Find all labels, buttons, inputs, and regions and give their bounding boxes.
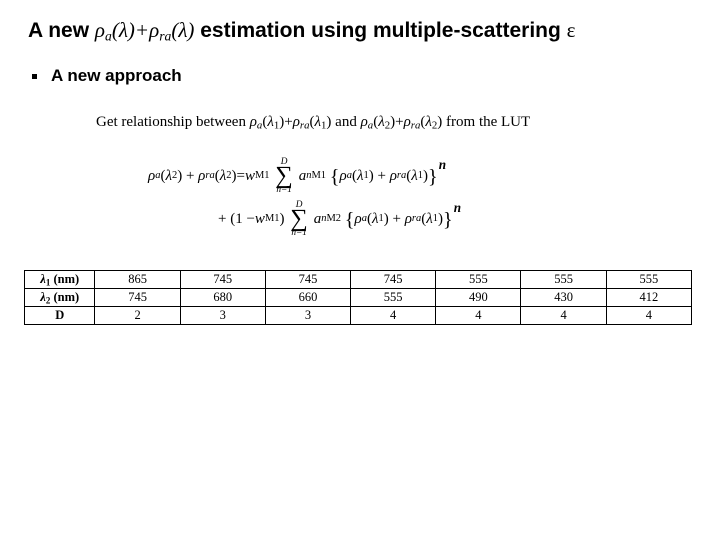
table-cell: 3 [265,307,350,325]
eq2-pre: + (1 − [218,209,255,230]
table-cell: 555 [606,270,691,288]
eq1-sub-ra: ra [205,169,214,184]
eq1-acoef: a [299,166,307,187]
desc-tail: from the LUT [442,114,530,130]
table-cell: 2 [95,307,180,325]
equation-block: ρa (λ2) + ρra (λ2) = wM1 D ∑ n=1 anM1 { … [148,158,692,238]
lambda-table: λ1 (nm) 865 745 745 745 555 555 555 λ2 (… [24,270,692,326]
table-cell: 4 [606,307,691,325]
eq1-pow-n: n [439,156,446,174]
page-root: A new ρa(λ)+ρra(λ) estimation using mult… [0,0,720,325]
title-rho-a: ρ [95,18,105,42]
table-cell: 4 [521,307,606,325]
eq2-lbrace: { [345,206,355,234]
table-cell: 745 [180,270,265,288]
eq1-eq: = [236,166,244,187]
th-nm2: (nm) [50,290,79,304]
eq1-plus1: + [186,166,194,187]
desc-rho4: ρ [404,114,411,130]
eq1-sigma-bot: n=1 [276,186,292,195]
eq2-in-rho-a: ρ [355,209,362,230]
description: Get relationship between ρa(λ1)+ρra(λ1) … [96,114,692,132]
table-row: λ2 (nm) 745 680 660 555 490 430 412 [25,289,692,307]
th-nm1: (nm) [50,272,79,286]
eq2-in-rho-ra: ρ [405,209,412,230]
table-cell: 745 [265,270,350,288]
eq1-rbrace: } [428,163,438,191]
table-cell: 490 [436,289,521,307]
eq1-wM1: M1 [255,169,270,184]
eq2-w: w [255,209,265,230]
desc-and: and [331,114,360,130]
bullet-icon [32,74,37,79]
desc-ra2: ra [411,120,421,132]
th-D: D [55,308,64,322]
table-cell: 430 [521,289,606,307]
bullet-row: A new approach [32,66,692,86]
desc-t0: Get relationship between [96,114,250,130]
table-header-lambda1: λ1 (nm) [25,270,95,288]
eq2-wM1: M1 [265,212,280,227]
table-cell: 680 [180,289,265,307]
title-lam-open: (λ)+ [112,18,149,42]
table-cell: 660 [265,289,350,307]
eq1-rho-ra: ρ [198,166,205,187]
table-cell: 745 [351,270,436,288]
desc-rho1: ρ [250,114,257,130]
desc-rho2: ρ [293,114,300,130]
equation-line-1: ρa (λ2) + ρra (λ2) = wM1 D ∑ n=1 anM1 { … [148,158,692,195]
title-rho-ra: ρ [149,18,159,42]
eq2-in-plus: + [392,209,400,230]
table-cell: 4 [351,307,436,325]
eq2-acoef-M2: M2 [326,212,341,227]
eq1-in-rho-a: ρ [340,166,347,187]
title-prefix: A new [28,19,95,42]
table-header-lambda2: λ2 (nm) [25,289,95,307]
table-cell: 555 [436,270,521,288]
desc-pl2: + [395,114,403,130]
table-row: D 2 3 3 4 4 4 4 [25,307,692,325]
desc-ra1: ra [300,120,310,132]
title-sub-a: a [105,28,112,43]
table-cell: 412 [606,289,691,307]
eq2-in-sub-ra: ra [412,212,421,227]
desc-rho3: ρ [361,114,368,130]
eq1-in-rho-ra: ρ [390,166,397,187]
eq2-sigma-bot: n=1 [291,229,307,238]
eq2-pow-n: n [454,199,461,217]
page-title: A new ρa(λ)+ρra(λ) estimation using mult… [28,18,692,44]
table-cell: 555 [521,270,606,288]
desc-pl1: + [284,114,292,130]
table-cell: 3 [180,307,265,325]
eq2-rbrace: } [443,206,453,234]
eq2-sigma: D ∑ n=1 [290,201,308,238]
table-cell: 865 [95,270,180,288]
title-eps: ε [567,18,576,42]
title-sub-ra: ra [159,28,171,43]
eq1-acoef-M1: M1 [311,169,326,184]
eq1-w: w [245,166,255,187]
table-header-D: D [25,307,95,325]
eq1-sigma: D ∑ n=1 [275,158,293,195]
eq2-acoef: a [314,209,322,230]
title-mid: estimation using multiple-scattering [194,19,566,42]
eq1-lbrace: { [330,163,340,191]
table-cell: 4 [436,307,521,325]
equation-line-2: + (1 − wM1) D ∑ n=1 anM2 { ρa (λ1) + ρra… [218,201,692,238]
eq1-rho-a: ρ [148,166,155,187]
eq1-in-plus: + [377,166,385,187]
table-cell: 555 [351,289,436,307]
bullet-label: A new approach [51,66,182,86]
eq1-in-sub-ra: ra [397,169,406,184]
table-row: λ1 (nm) 865 745 745 745 555 555 555 [25,270,692,288]
table-cell: 745 [95,289,180,307]
title-lam-close: (λ) [171,18,194,42]
